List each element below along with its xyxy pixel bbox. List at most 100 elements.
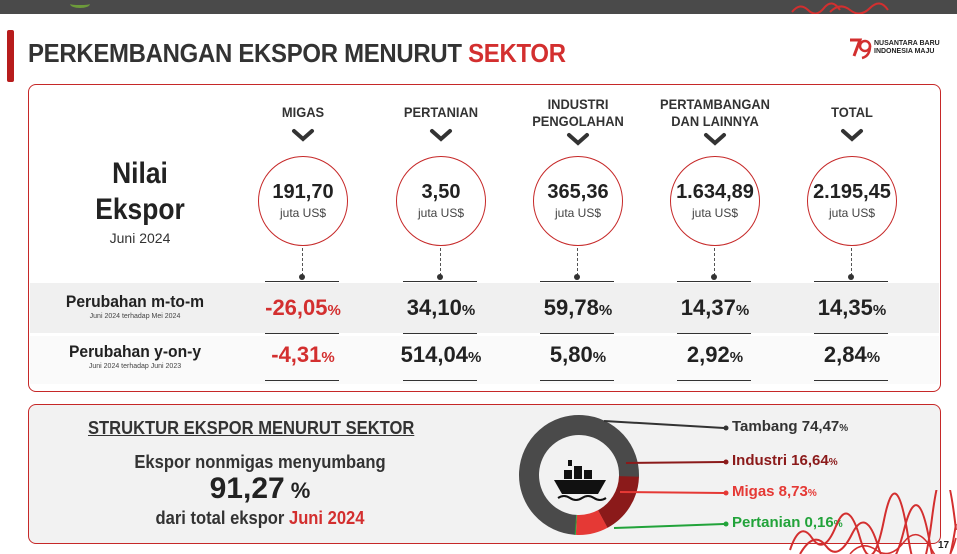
mtm-band (30, 283, 939, 333)
wave-decoration-bottom (789, 490, 957, 554)
sector-value-circle: 1.634,89 juta US$ (670, 156, 760, 246)
chevron-down-icon (841, 129, 863, 142)
pct-suffix: % (735, 302, 750, 319)
logo-line1: NUSANTARA BARU (874, 40, 940, 47)
pct-suffix: % (833, 519, 843, 530)
pct-suffix: % (327, 302, 341, 319)
pct-suffix: % (839, 423, 849, 434)
chevron-down-icon (567, 133, 589, 146)
pct-suffix: % (872, 302, 887, 319)
divider-line (265, 281, 339, 282)
sector-label: TOTAL (788, 104, 917, 121)
divider-line (403, 333, 477, 334)
mtm-value: 34,10 (406, 295, 462, 320)
yoy-value: -4,31 (271, 342, 322, 367)
structure-title: STRUKTUR EKSPOR MENURUT SEKTOR (88, 418, 415, 438)
structure-subtitle: Ekspor nonmigas menyumbang (134, 452, 386, 472)
divider-line (814, 333, 888, 334)
structure-footer-period: Juni 2024 (288, 508, 365, 528)
sector-unit: juta US$ (691, 206, 739, 220)
yoy-value: 5,80 (549, 342, 593, 367)
sector-value: 2.195,45 (813, 181, 891, 203)
mtm-note: Juni 2024 terhadap Mei 2024 (89, 313, 181, 320)
divider-line (540, 333, 614, 334)
sector-label: MIGAS (239, 104, 368, 121)
divider-line (403, 380, 477, 381)
sector-label-line2: DAN LAINNYA (671, 113, 759, 129)
sector-label-line1: TOTAL (831, 104, 873, 120)
connector-line (577, 248, 578, 276)
legend-label: Migas 8,73 (732, 483, 808, 500)
sector-label-line1: PERTANIAN (403, 104, 479, 120)
divider-line (677, 281, 751, 282)
legend-label: Pertanian 0,16 (732, 514, 834, 531)
sector-value-circle: 191,70 juta US$ (258, 156, 348, 246)
pct-suffix: % (729, 349, 744, 366)
pct-suffix: % (467, 349, 482, 366)
legend-label: Tambang 74,47 (732, 418, 840, 435)
mtm-change: 14,35% (782, 295, 922, 321)
sector-label-line1: PERTAMBANGAN (660, 96, 770, 112)
chevron-down-icon (292, 129, 314, 142)
top-bar (0, 0, 957, 14)
connector-dot (711, 274, 717, 280)
sector-unit: juta US$ (554, 206, 602, 220)
mtm-change: -26,05% (233, 295, 373, 321)
divider-line (677, 333, 751, 334)
divider-line (814, 281, 888, 282)
sector-value: 365,36 (547, 181, 609, 203)
nilai-line2: Ekspor (95, 193, 185, 226)
yoy-change: 2,92% (645, 342, 785, 368)
sector-value-circle: 2.195,45 juta US$ (807, 156, 897, 246)
nilai-line1: Nilai (112, 157, 168, 190)
page-number: 17 (938, 540, 950, 551)
title-accent-bar (7, 30, 14, 82)
legend-item-migas: Migas 8,73% (732, 483, 817, 500)
ship-icon (554, 460, 607, 501)
sector-value-circle: 365,36 juta US$ (533, 156, 623, 246)
divider-line (814, 380, 888, 381)
connector-dot (437, 274, 443, 280)
divider-line (540, 380, 614, 381)
pct-suffix: % (828, 457, 838, 468)
sector-unit: juta US$ (828, 206, 876, 220)
divider-line (677, 380, 751, 381)
mtm-change: 59,78% (508, 295, 648, 321)
sector-label: PERTAMBANGAN DAN LAINNYA (651, 96, 780, 130)
logo-line2: INDONESIA MAJU (874, 48, 935, 55)
legend-item-tambang: Tambang 74,47% (732, 418, 848, 435)
divider-line (540, 281, 614, 282)
structure-value-suffix: % (284, 478, 311, 503)
structure-footer: dari total ekspor Juni 2024 (76, 508, 444, 529)
sector-value: 3,50 (421, 181, 461, 203)
sector-label-line1: MIGAS (281, 104, 325, 120)
title-highlight: SEKTOR (468, 38, 566, 68)
yoy-label: Perubahan y-on-y (68, 342, 202, 361)
yoy-change: 5,80% (508, 342, 648, 368)
sector-label-line2: PENGOLAHAN (532, 113, 624, 129)
sector-unit: juta US$ (417, 206, 465, 220)
structure-footer-prefix: dari total ekspor (155, 508, 289, 528)
structure-value-number: 91,27 (209, 472, 285, 505)
yoy-row-label: Perubahan y-on-y Juni 2024 terhadap Juni… (40, 342, 230, 370)
yoy-change: 2,84% (782, 342, 922, 368)
sector-label-line1: INDUSTRI (547, 96, 609, 112)
logo: NUSANTARA BARU INDONESIA MAJU (848, 34, 948, 64)
legend-item-pertanian: Pertanian 0,16% (732, 514, 843, 531)
connector-line (714, 248, 715, 276)
yoy-value: 514,04 (400, 342, 468, 367)
divider-line (403, 281, 477, 282)
leaf-icon (70, 0, 90, 8)
yoy-value: 2,84 (823, 342, 867, 367)
mtm-value: 59,78 (543, 295, 599, 320)
structure-panel (28, 404, 941, 544)
pct-suffix: % (807, 488, 817, 499)
chevron-down-icon (704, 133, 726, 146)
divider-line (265, 333, 339, 334)
sector-value-circle: 3,50 juta US$ (396, 156, 486, 246)
chevron-down-icon (430, 129, 452, 142)
mtm-value: 14,37 (680, 295, 736, 320)
sector-label: INDUSTRI PENGOLAHAN (514, 96, 643, 130)
pct-suffix: % (598, 302, 613, 319)
legend-label: Industri 16,64 (732, 452, 829, 469)
